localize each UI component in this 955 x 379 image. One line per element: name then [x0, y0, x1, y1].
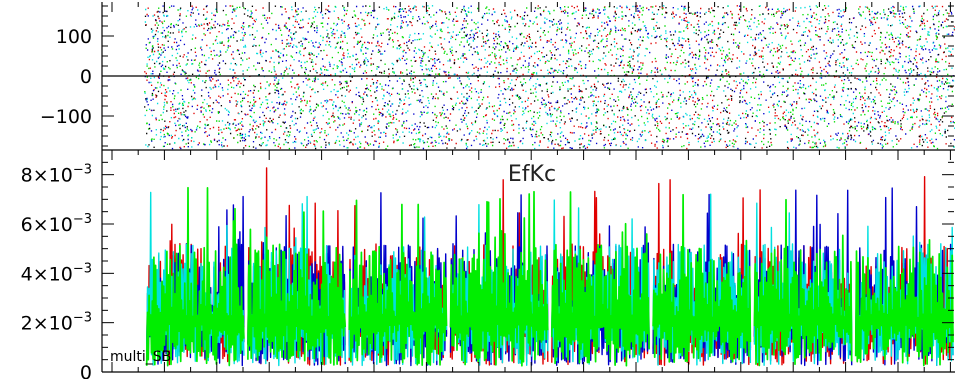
top-axes: 100 0 −100 [40, 2, 955, 150]
top-scatter-points [144, 5, 955, 150]
bottom-y-tick-label: 6×10−3 [21, 212, 92, 236]
top-y-tick-label: −100 [40, 106, 92, 128]
bottom-axes: 8×10−3 6×10−3 4×10−3 2×10−3 0 [21, 149, 955, 379]
line-series-3 [145, 186, 954, 367]
scatter-series-3 [144, 5, 955, 150]
bottom-y-tick-label: 4×10−3 [21, 261, 92, 285]
bottom-y-tick-label: 8×10−3 [21, 163, 92, 187]
multi-sb-annotation: multi_SB [110, 349, 171, 365]
chart-title: EfKc [508, 162, 556, 187]
scatter-series-2 [144, 5, 955, 150]
bottom-y-tick-label: 2×10−3 [21, 311, 92, 335]
bottom-y-tick-label: 0 [80, 362, 92, 379]
scatter-series-4 [144, 5, 954, 150]
top-y-tick-label: 100 [56, 26, 92, 48]
bottom-line-series [145, 167, 954, 367]
top-y-tick-label: 0 [80, 66, 92, 88]
top-scatter-panel: 100 0 −100 [40, 2, 955, 150]
bottom-line-panel: 8×10−3 6×10−3 4×10−3 2×10−3 0 EfKc multi_SB [21, 149, 955, 379]
